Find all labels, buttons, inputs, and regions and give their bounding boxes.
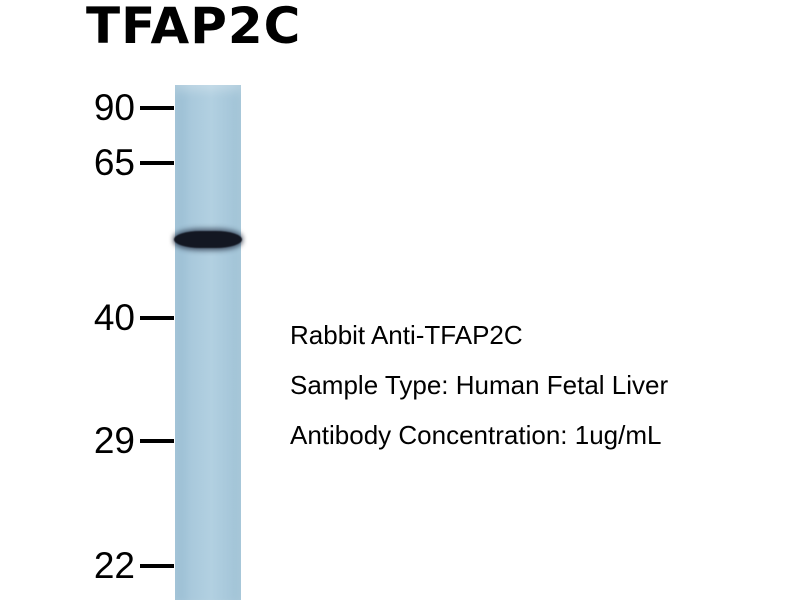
marker-tick-22	[140, 564, 174, 568]
marker-label-65: 65	[93, 142, 135, 183]
antibody-concentration-text: Antibody Concentration: 1ug/mL	[290, 420, 662, 450]
protein-band	[174, 231, 242, 248]
marker-tick-90	[140, 106, 174, 110]
marker-row-65: 65	[55, 142, 174, 183]
marker-label-90: 90	[93, 87, 135, 128]
marker-tick-29	[140, 439, 174, 443]
marker-row-22: 22	[55, 545, 174, 586]
marker-row-90: 90	[55, 87, 174, 128]
annotation-block: Rabbit Anti-TFAP2C Sample Type: Human Fe…	[290, 310, 668, 460]
marker-label-22: 22	[93, 545, 135, 586]
marker-row-40: 40	[55, 297, 174, 338]
antibody-name-text: Rabbit Anti-TFAP2C	[290, 320, 523, 350]
marker-tick-40	[140, 316, 174, 320]
sample-type-text: Sample Type: Human Fetal Liver	[290, 370, 669, 400]
marker-row-29: 29	[55, 420, 174, 461]
marker-tick-65	[140, 161, 174, 165]
marker-label-40: 40	[93, 297, 135, 338]
blot-lane	[174, 85, 242, 600]
figure-title: TFAP2C	[86, 0, 302, 55]
marker-label-29: 29	[93, 420, 135, 461]
